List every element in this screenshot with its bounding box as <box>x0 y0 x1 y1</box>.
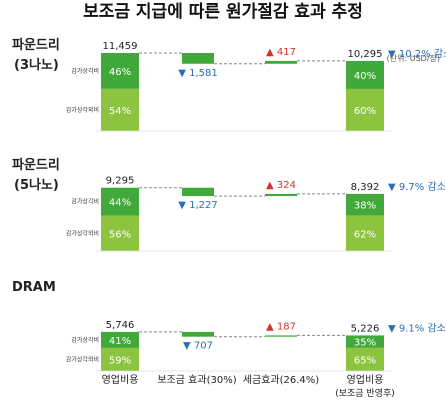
row-1-before-total: 11,459 <box>103 41 138 52</box>
row-2-before-bottom-seglabel: 감가상각외비 <box>66 229 99 237</box>
row-2-after-bottom-segment <box>346 215 384 251</box>
row-2-after-top-segment <box>346 193 384 216</box>
category-sublabel-operating-cost-after: (보조금 반영후) <box>335 388 395 399</box>
category-label-operating-cost-after: 영업비용 <box>347 373 384 386</box>
row-3-after-bottom-segment <box>346 347 384 371</box>
row-1-after-top-segment <box>346 60 384 89</box>
row-1-before-top-seglabel: 감가상각비 <box>71 67 99 75</box>
row-3-before-bottom-segment <box>101 347 139 371</box>
row-3-before-top-segment <box>101 331 139 348</box>
row-2-before-top-pct: 44% <box>109 198 131 209</box>
row-3-before-top-seglabel: 감가상각비 <box>71 336 99 344</box>
row-1-after-total: 10,295 <box>348 49 383 60</box>
row-1-change-label: ▼ 10.2% 감소 <box>388 48 446 60</box>
row-3-tax-bar <box>265 335 297 337</box>
row-2-before-bottom-segment <box>101 215 139 251</box>
row-1-before-bottom-segment <box>101 88 139 131</box>
row-2-subsidy-value: ▼ 1,227 <box>178 200 218 211</box>
row-1-tax-bar <box>265 60 297 64</box>
row-1-after-bottom-segment <box>346 88 384 131</box>
row-2-tax-bar <box>265 193 297 197</box>
category-label-operating-cost: 영업비용 <box>102 373 139 386</box>
row-2-before-bottom-pct: 56% <box>109 229 131 240</box>
row-1-before-top-segment <box>101 53 139 89</box>
row-2-after-total: 8,392 <box>351 182 380 193</box>
row-3-before-total: 5,746 <box>106 320 135 331</box>
row-1-before-bottom-seglabel: 감가상각외비 <box>66 106 99 114</box>
row-1-after-bottom-pct: 60% <box>354 106 376 117</box>
row-3-before-bottom-seglabel: 감가상각외비 <box>66 355 99 363</box>
row-3-before-top-pct: 41% <box>109 336 131 347</box>
row-3-before-bottom-pct: 59% <box>109 355 131 366</box>
chart-title: 보조금 지급에 따른 원가절감 효과 추정 <box>83 1 363 22</box>
row-3-subsidy-bar <box>182 331 214 337</box>
row-3-subsidy-value: ▼ 707 <box>183 341 213 352</box>
row-3-after-bottom-pct: 65% <box>354 355 376 366</box>
row-1-tax-value: ▲ 417 <box>266 47 296 58</box>
category-label-subsidy-effect: 보조금 효과(30%) <box>157 374 236 386</box>
unit-note: (단위: USD/장) <box>387 53 440 63</box>
row-3-tax-value: ▲ 187 <box>266 321 296 332</box>
row-1-before-bottom-pct: 54% <box>109 106 131 117</box>
row-2-before-top-segment <box>101 187 139 216</box>
row-3-label-line1: DRAM <box>12 280 56 295</box>
row-1-subsidy-bar <box>182 53 214 64</box>
row-1-label-line1: 파운드리 <box>12 37 60 53</box>
row-1-label-line2: (3나노) <box>14 57 59 73</box>
row-2-before-top-seglabel: 감가상각비 <box>71 198 99 206</box>
row-1-before-top-pct: 46% <box>109 67 131 78</box>
row-2-tax-value: ▲ 324 <box>266 180 296 191</box>
row-3-change-label: ▼ 9.1% 감소 <box>388 322 446 334</box>
row-2-change-label: ▼ 9.7% 감소 <box>388 181 446 193</box>
row-2-before-total: 9,295 <box>106 176 135 187</box>
row-2-label-line1: 파운드리 <box>12 157 60 173</box>
row-2-label-line2: (5나노) <box>14 177 59 193</box>
row-2-subsidy-bar <box>182 187 214 197</box>
row-2-after-bottom-pct: 62% <box>354 229 376 240</box>
row-1-after-top-pct: 40% <box>354 71 376 82</box>
row-3-after-top-pct: 35% <box>354 338 376 349</box>
row-1-subsidy-value: ▼ 1,581 <box>178 68 218 79</box>
row-2-after-top-pct: 38% <box>354 201 376 212</box>
row-3-after-top-segment <box>346 335 384 348</box>
category-label-tax-effect: 세금효과(26.4%) <box>243 374 319 386</box>
row-3-after-total: 5,226 <box>351 323 380 334</box>
